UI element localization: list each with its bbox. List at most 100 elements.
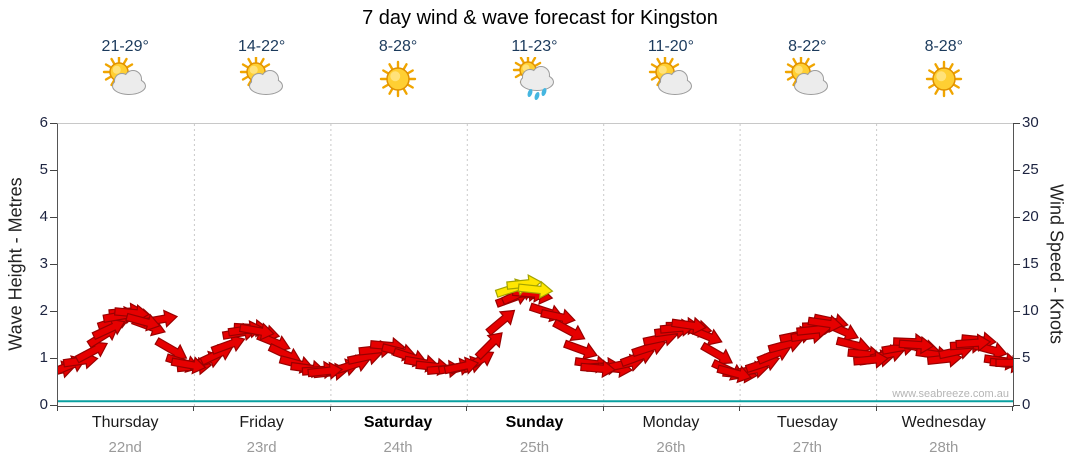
right-tick-mark [1013,311,1020,312]
right-tick-mark [1013,123,1020,124]
day-name: Saturday [363,414,433,431]
wind-arrow [238,322,275,341]
right-tick-label: 20 [1022,208,1039,225]
wind-arrow [170,356,207,375]
left-tick-label: 5 [39,161,48,178]
temperature-range: 14-22° [237,38,286,55]
temperature-range: 21-29° [101,38,149,55]
day-name: Sunday [505,414,564,431]
day-name: Wednesday [901,414,986,431]
day-label-monday: Monday 26th [603,414,739,456]
wind-arrow [955,333,992,353]
wind-arrow [540,308,576,327]
wind-arrow [898,335,935,355]
weather-icon-showers [466,54,602,103]
sunny-icon [925,60,962,98]
day-label-friday: Friday 23rd [193,414,329,456]
wind-arrow [563,339,598,360]
wind-arrow [853,350,889,369]
day-header-thursday: 21-29° [57,38,193,103]
sunny-icon [379,60,417,98]
day-label-saturday: Saturday 24th [330,414,466,456]
temperature-range: 8-28° [924,38,963,55]
right-tick-mark [1013,264,1020,265]
wind-arrow [807,314,844,334]
weather-icon-sunny [330,57,466,103]
weather-icon-partly-cloudy [57,55,193,103]
wind-arrow [485,309,516,336]
wind-arrow [700,341,734,365]
partly-cloudy-icon [648,55,692,95]
right-tick-label: 0 [1022,396,1031,413]
wind-arrow [995,358,1013,368]
left-tick-label: 6 [39,114,48,131]
wind-arrow [91,318,126,341]
wind-arrow [125,312,161,332]
day-label-wednesday: Wednesday 28th [876,414,1012,456]
wind-arrow [552,318,586,342]
x-axis-tick-mark [329,406,331,411]
wind-arrow [517,280,554,300]
day-date: 23rd [246,439,277,456]
weather-icon-partly-cloudy [603,55,739,103]
page-title: 7 day wind & wave forecast for Kingston [362,7,718,29]
left-tick-mark [50,311,57,312]
right-tick-mark [1013,405,1020,406]
day-name: Friday [239,414,284,431]
day-name: Monday [642,414,700,431]
weather-icon-sunny [876,57,1012,103]
right-tick-label: 15 [1022,255,1039,272]
left-tick-label: 4 [39,208,48,225]
watermark: www.seabreeze.com.au [892,388,1009,400]
right-tick-label: 5 [1022,349,1031,366]
x-axis-tick-mark [193,406,195,411]
wind-arrow [716,364,752,384]
x-axis-tick-mark [602,406,604,411]
right-tick-label: 10 [1022,302,1039,319]
temperature-range: 8-22° [788,38,827,55]
weather-icon-partly-cloudy [739,55,875,103]
day-header-sunday: 11-23° [466,38,602,103]
wind-arrow [210,334,246,355]
day-date: 25th [519,439,550,456]
partly-cloudy-icon [239,55,283,95]
left-tick-mark [50,264,57,265]
day-date: 28th [929,439,959,456]
weather-icon-partly-cloudy [193,55,329,103]
wind-arrow [474,332,503,361]
right-tick-mark [1013,358,1020,359]
wind-arrow [307,361,344,381]
day-name: Tuesday [776,414,838,431]
day-header-tuesday: 8-22° [739,38,875,103]
left-tick-label: 0 [39,396,48,413]
left-tick-mark [50,217,57,218]
left-tick-mark [50,123,57,124]
partly-cloudy-icon [785,55,829,95]
x-axis-tick-mark [1012,406,1013,411]
wind-arrow [443,356,480,375]
day-header-friday: 14-22° [193,38,329,103]
left-tick-mark [50,170,57,171]
right-tick-label: 25 [1022,161,1039,178]
left-tick-label: 1 [39,349,48,366]
wind-arrows-chart [58,124,1013,406]
left-tick-label: 3 [39,255,48,272]
left-tick-mark [50,358,57,359]
temperature-range: 8-28° [378,38,418,55]
wind-arrow [670,316,707,336]
day-header-saturday: 8-28° [330,38,466,103]
partly-cloudy-icon [103,55,147,95]
x-axis-tick-mark [57,406,58,411]
wind-arrow [580,359,616,379]
temperature-range: 11-20° [647,38,694,55]
plot-area: www.seabreeze.com.au [57,123,1014,407]
day-date: 27th [792,439,822,456]
x-axis-tick-mark [466,406,468,411]
x-axis-tick-mark [875,406,877,411]
temperature-range: 11-23° [511,38,558,55]
right-tick-label: 30 [1022,114,1039,131]
day-label-sunday: Sunday 25th [466,414,602,456]
day-header-monday: 11-20° [603,38,739,103]
day-date: 24th [383,439,413,456]
day-date: 22nd [108,439,142,456]
